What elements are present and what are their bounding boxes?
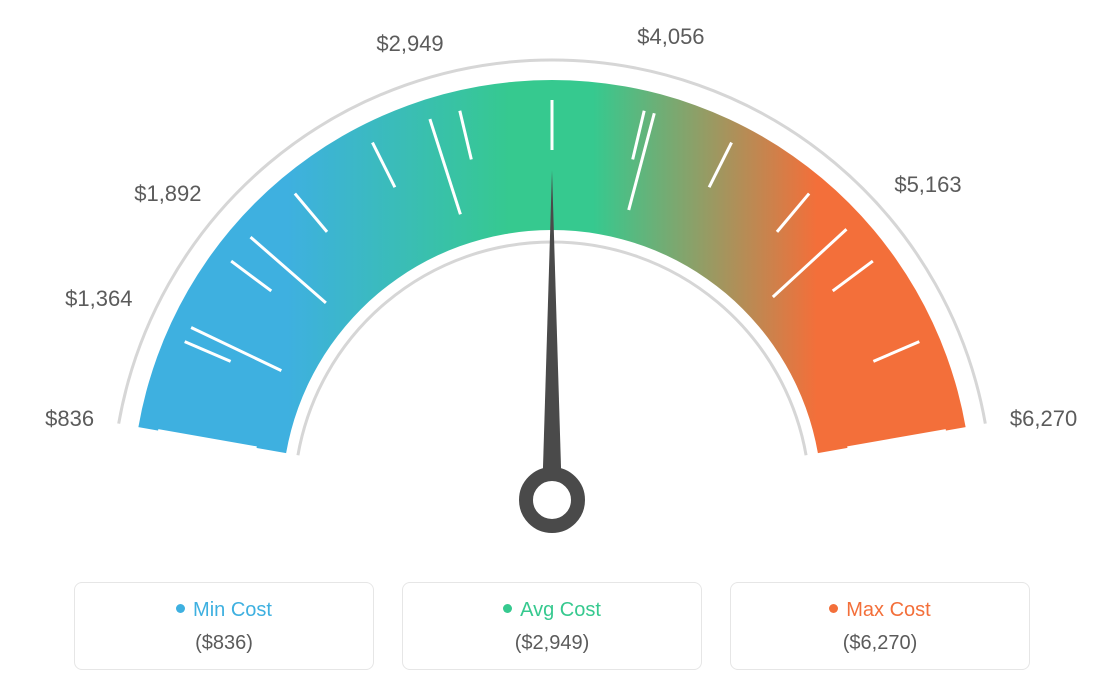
- dot-icon: [176, 604, 185, 613]
- legend: Min Cost ($836) Avg Cost ($2,949) Max Co…: [0, 582, 1104, 670]
- gauge-tick-label: $4,056: [637, 24, 704, 50]
- gauge-tick-label: $1,892: [134, 181, 201, 207]
- max-cost-label: Max Cost: [741, 599, 1019, 622]
- max-cost-label-text: Max Cost: [846, 599, 930, 621]
- min-cost-value: ($836): [85, 632, 363, 655]
- gauge-tick-label: $6,270: [1010, 406, 1077, 432]
- gauge-tick-label: $1,364: [65, 286, 132, 312]
- gauge-chart: $836 $1,364 $1,892 $2,949 $4,056 $5,163 $6,270: [0, 0, 1104, 560]
- dot-icon: [829, 604, 838, 613]
- gauge-tick-label: $836: [45, 406, 94, 432]
- min-cost-label-text: Min Cost: [193, 599, 272, 621]
- avg-cost-label: Avg Cost: [413, 599, 691, 622]
- max-cost-value: ($6,270): [741, 632, 1019, 655]
- max-cost-card: Max Cost ($6,270): [730, 582, 1030, 670]
- min-cost-card: Min Cost ($836): [74, 582, 374, 670]
- avg-cost-card: Avg Cost ($2,949): [402, 582, 702, 670]
- avg-cost-label-text: Avg Cost: [520, 599, 601, 621]
- gauge-tick-label: $2,949: [376, 31, 443, 57]
- avg-cost-value: ($2,949): [413, 632, 691, 655]
- min-cost-label: Min Cost: [85, 599, 363, 622]
- gauge-tick-label: $5,163: [894, 172, 961, 198]
- dot-icon: [503, 604, 512, 613]
